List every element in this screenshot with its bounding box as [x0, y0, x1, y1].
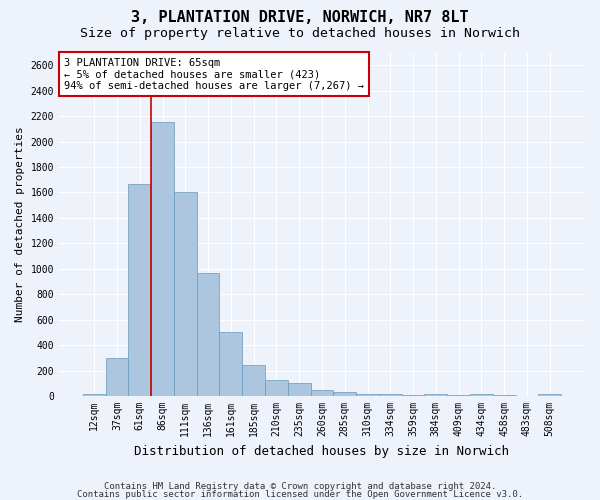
Bar — [151, 122, 174, 396]
Bar — [242, 365, 265, 396]
X-axis label: Distribution of detached houses by size in Norwich: Distribution of detached houses by size … — [134, 444, 509, 458]
Bar — [334, 392, 356, 396]
Text: Size of property relative to detached houses in Norwich: Size of property relative to detached ho… — [80, 28, 520, 40]
Bar — [288, 384, 311, 396]
Bar — [128, 184, 151, 396]
Y-axis label: Number of detached properties: Number of detached properties — [15, 126, 25, 322]
Bar — [174, 192, 197, 396]
Bar — [265, 380, 288, 396]
Bar — [311, 390, 334, 396]
Bar — [83, 394, 106, 396]
Bar — [106, 358, 128, 396]
Bar — [356, 394, 379, 396]
Text: Contains public sector information licensed under the Open Government Licence v3: Contains public sector information licen… — [77, 490, 523, 499]
Bar — [538, 394, 561, 396]
Bar — [424, 394, 447, 396]
Text: 3 PLANTATION DRIVE: 65sqm
← 5% of detached houses are smaller (423)
94% of semi-: 3 PLANTATION DRIVE: 65sqm ← 5% of detach… — [64, 58, 364, 91]
Bar — [401, 395, 424, 396]
Bar — [379, 394, 401, 396]
Bar — [220, 332, 242, 396]
Bar — [197, 272, 220, 396]
Text: 3, PLANTATION DRIVE, NORWICH, NR7 8LT: 3, PLANTATION DRIVE, NORWICH, NR7 8LT — [131, 10, 469, 25]
Text: Contains HM Land Registry data © Crown copyright and database right 2024.: Contains HM Land Registry data © Crown c… — [104, 482, 496, 491]
Bar — [470, 394, 493, 396]
